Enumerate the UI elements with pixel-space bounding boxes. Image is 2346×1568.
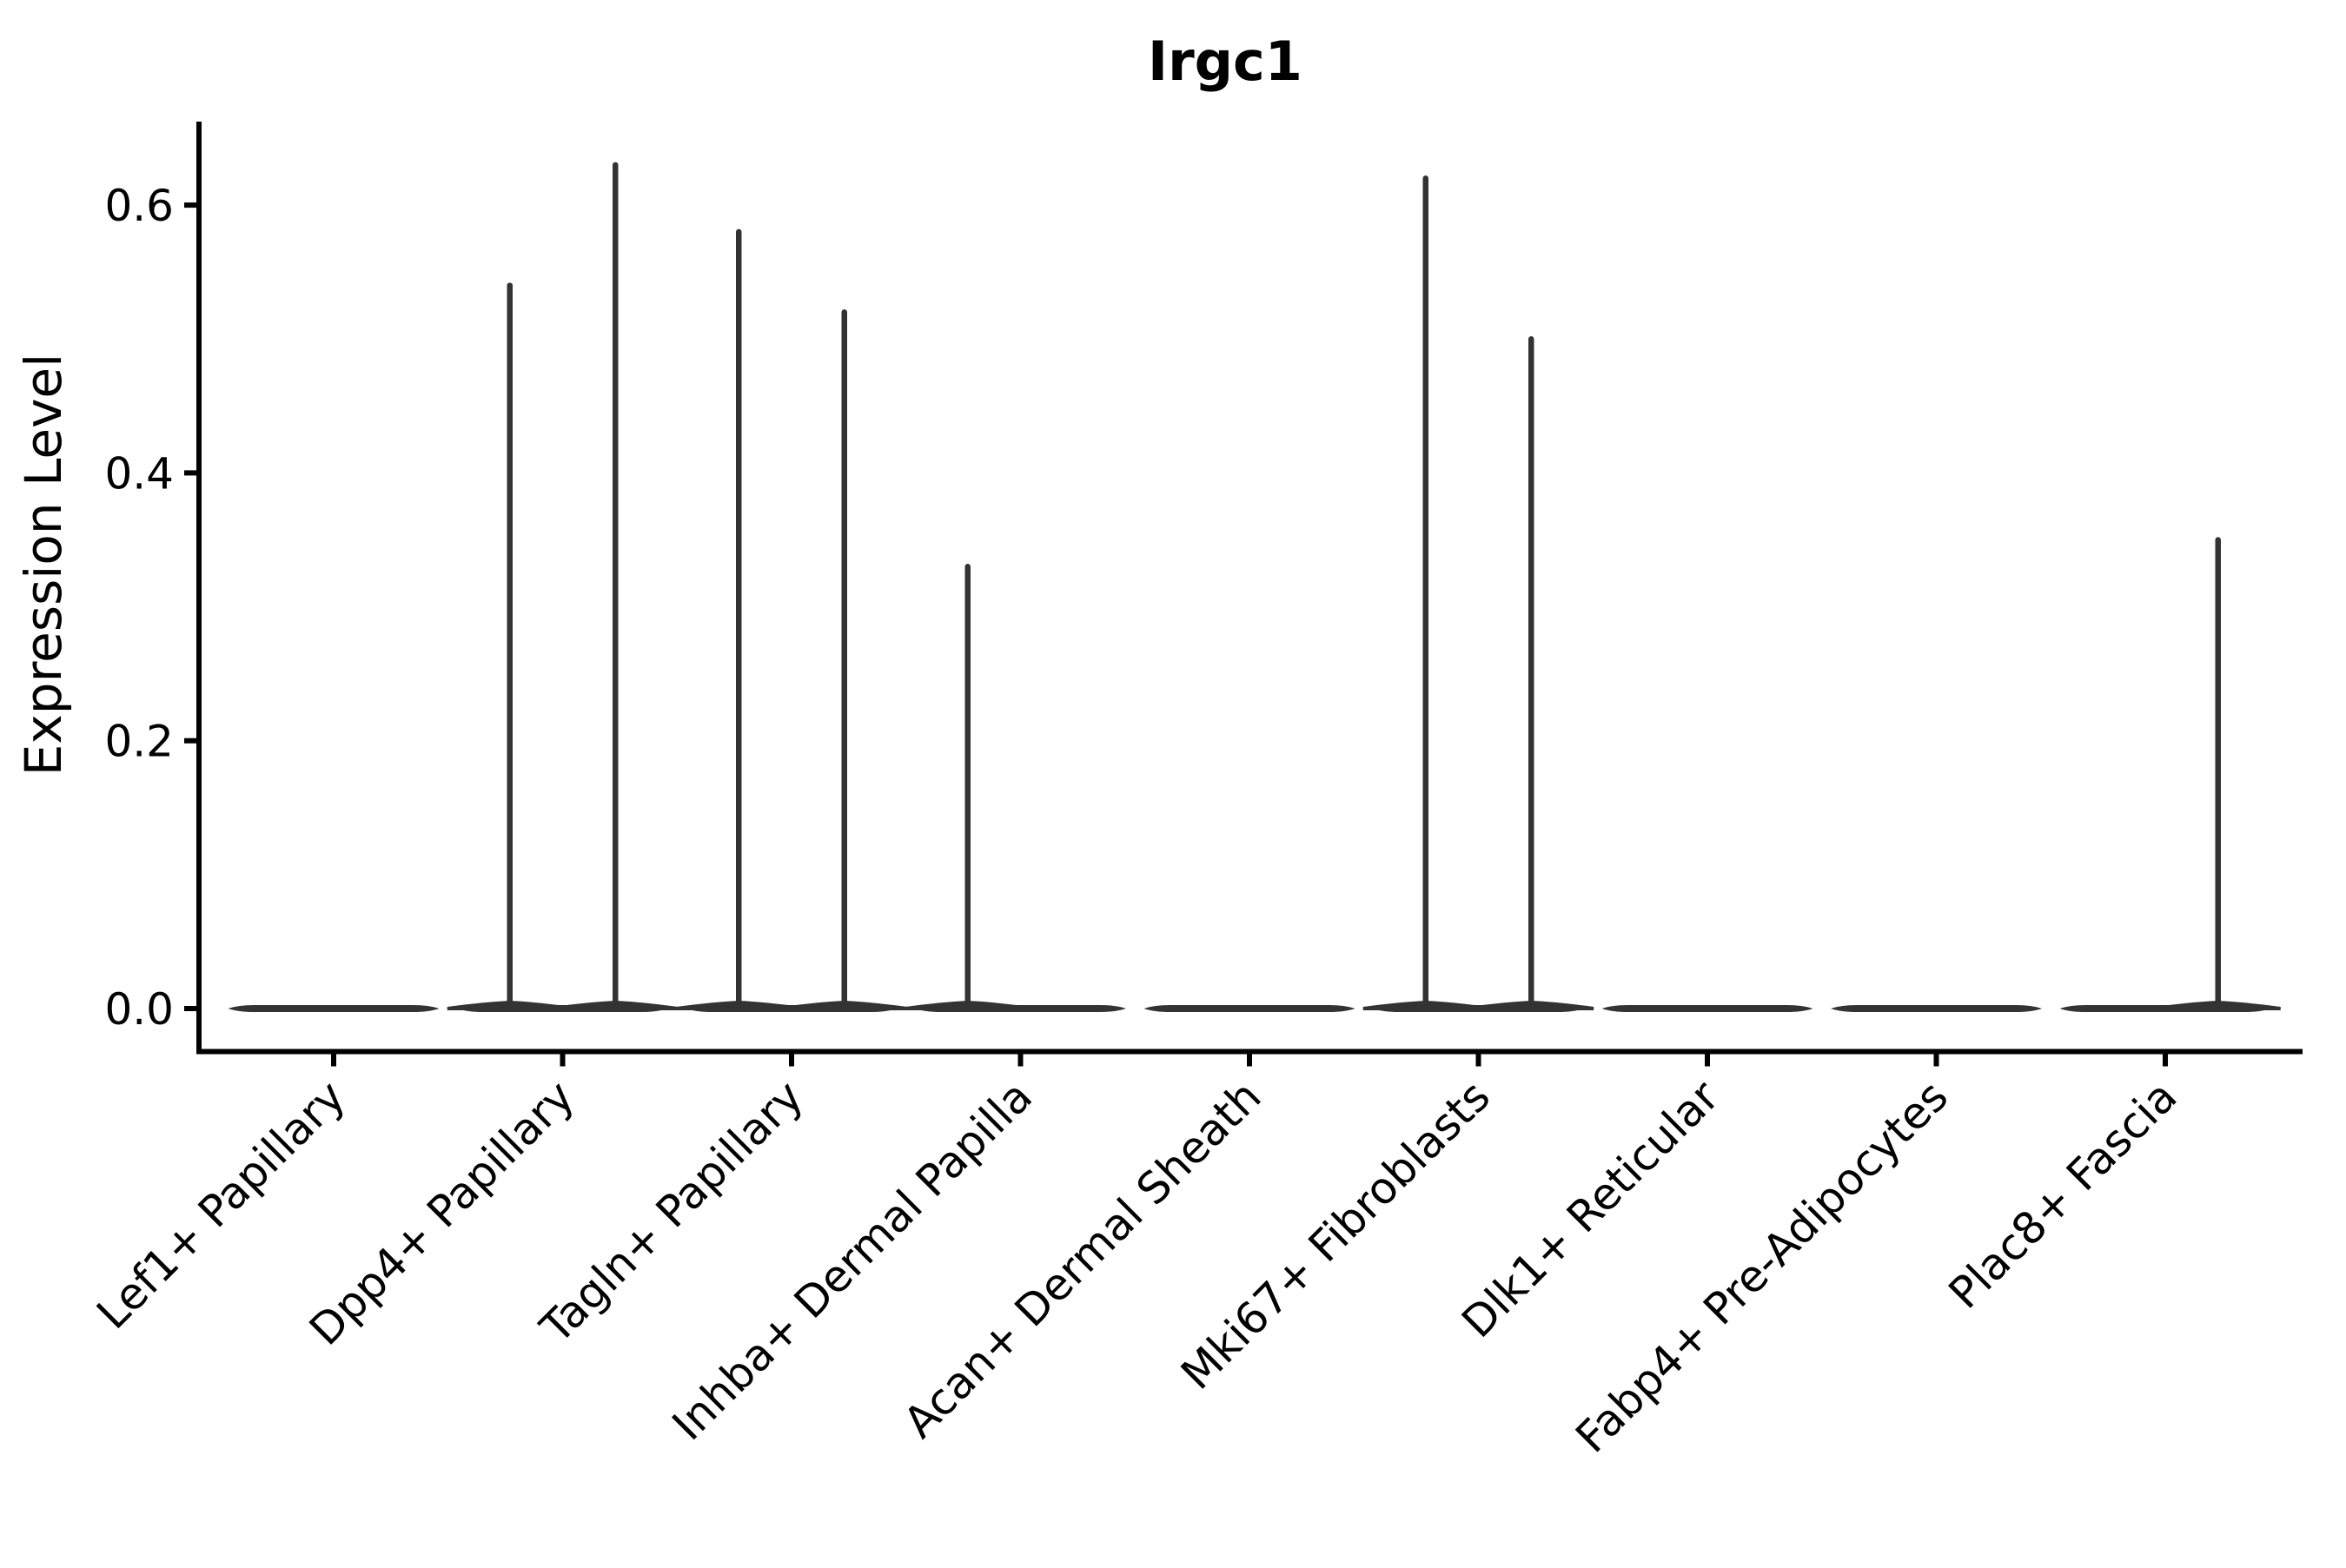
y-axis-label: Expression Level [14, 354, 73, 776]
violin-body [228, 1005, 440, 1012]
y-tick-label: 0.6 [104, 181, 174, 231]
x-tick-label: Plac8+ Fascia [1939, 1071, 2187, 1319]
x-tick-label: Lef1+ Papillary [87, 1071, 355, 1339]
y-tick-label: 0.2 [104, 717, 174, 767]
y-tick-label: 0.4 [104, 448, 174, 499]
chart-title: Irgc1 [1148, 30, 1302, 93]
x-tick-label: Fabp4+ Pre-Adipocytes [1566, 1071, 1958, 1463]
violin-body [1831, 1005, 2042, 1012]
violin-body [1143, 1005, 1355, 1012]
violin-body [1601, 1005, 1813, 1012]
y-tick-label: 0.0 [104, 984, 174, 1035]
